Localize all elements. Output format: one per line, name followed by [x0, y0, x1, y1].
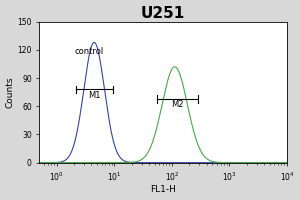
Text: M2: M2	[171, 100, 184, 109]
X-axis label: FL1-H: FL1-H	[150, 185, 176, 194]
Y-axis label: Counts: Counts	[6, 76, 15, 108]
Title: U251: U251	[141, 6, 185, 21]
Text: M1: M1	[88, 91, 100, 100]
Text: control: control	[74, 47, 103, 56]
